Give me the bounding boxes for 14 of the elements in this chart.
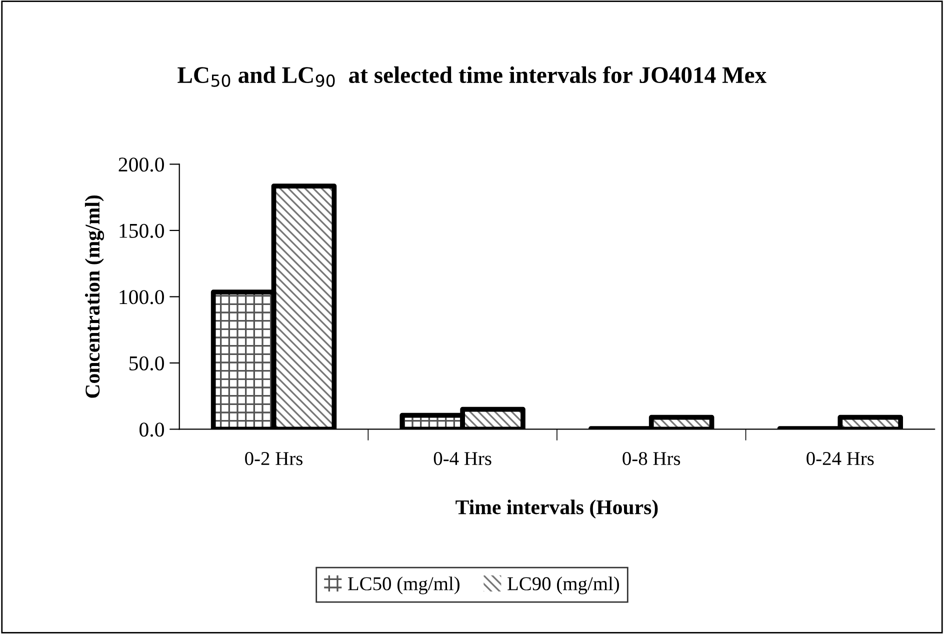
x-tick-label: 0-4 Hrs	[434, 452, 492, 466]
chart-title: LC$_{50}$ and LC$_{90}$ at selected time intervals for JO4014 Mex	[178, 66, 766, 87]
y-tick-label: 0.0	[140, 422, 164, 437]
y-tick-label: 50.0	[130, 356, 164, 370]
x-tick-label: 0-8 Hrs	[622, 452, 680, 466]
legend-label: LC50 (mg/ml)	[348, 576, 460, 594]
y-axis-title: Concentration (mg/ml)	[84, 196, 104, 398]
y-tick-label: 100.0	[120, 290, 164, 304]
x-axis-title: Time intervals (Hours)	[456, 500, 658, 519]
x-tick-label: 0-24 Hrs	[806, 452, 874, 466]
y-tick-label: 150.0	[120, 224, 164, 238]
legend-label: LC90 (mg/ml)	[508, 576, 620, 594]
x-tick-label: 0-2 Hrs	[245, 452, 302, 466]
y-tick-label: 200.0	[118, 158, 164, 172]
